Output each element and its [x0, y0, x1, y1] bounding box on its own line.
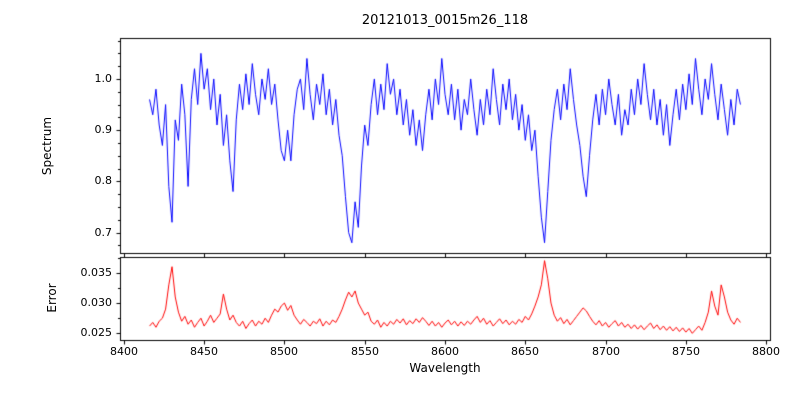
x-tick-label: 8400 — [110, 345, 138, 358]
y-tick-label: 0.025 — [80, 326, 113, 339]
y-tick-label: 0.8 — [94, 174, 113, 187]
x-axis-label: Wavelength — [409, 361, 481, 375]
y-tick-label: 1.0 — [94, 72, 113, 85]
y-tick-label: 0.9 — [94, 123, 113, 136]
y-tick-label: 0.030 — [80, 296, 113, 309]
x-tick-label: 8500 — [270, 345, 298, 358]
x-tick-label: 8450 — [190, 345, 218, 358]
chart-title: 20121013_0015m26_118 — [361, 13, 529, 28]
x-tick-label: 8800 — [752, 345, 780, 358]
x-tick-label: 8750 — [672, 345, 700, 358]
x-tick-label: 8600 — [431, 345, 459, 358]
y-tick-label: 0.7 — [94, 226, 113, 239]
x-tick-label: 8550 — [351, 345, 379, 358]
y-tick-label: 0.035 — [80, 266, 113, 279]
x-tick-label: 8700 — [592, 345, 620, 358]
x-tick-label: 8650 — [511, 345, 539, 358]
